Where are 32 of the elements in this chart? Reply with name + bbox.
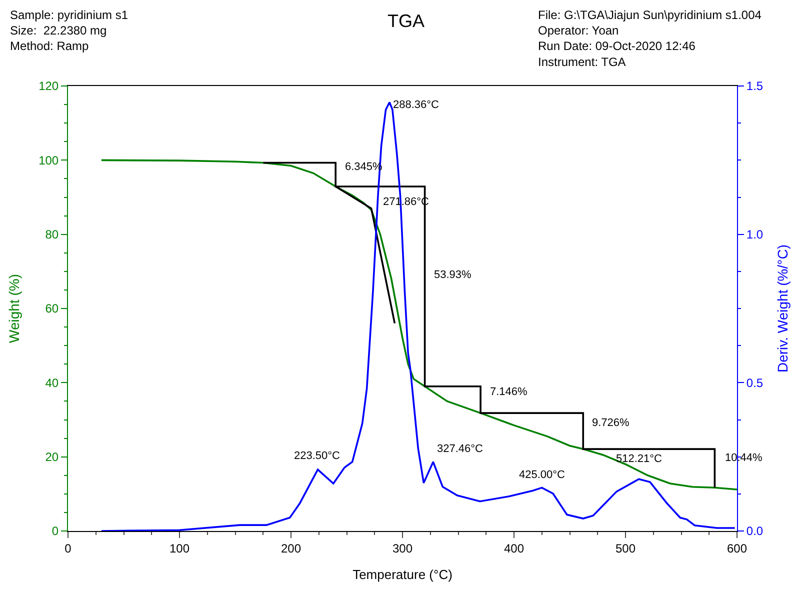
y-tick-label: 60 xyxy=(45,302,59,316)
x-tick-label: 500 xyxy=(615,541,636,556)
x-axis-title: Temperature (°C) xyxy=(352,567,452,582)
y-tick-label: 40 xyxy=(45,376,59,390)
y2-axis-title: Deriv. Weight (%/°C) xyxy=(774,244,791,372)
annotation: 53.93% xyxy=(434,269,472,281)
y2-tick-label: 1.0 xyxy=(746,228,764,242)
text: File: G:\TGA\Jiajun Sun\pyridinium s1.004 Operator: Yoan Run Date: 09-Oct-2020 12:46 Instrument: TGA xyxy=(538,8,762,69)
y2-tick-label: 0.0 xyxy=(746,524,764,538)
annotation: 223.50°C xyxy=(294,450,340,462)
annotation: 512.21°C xyxy=(616,453,662,465)
y-tick-label: 80 xyxy=(45,228,59,242)
y-tick-label: 20 xyxy=(45,450,59,464)
annotation: 288.36°C xyxy=(393,99,440,111)
y-tick-label: 0 xyxy=(52,524,59,538)
x-tick-label: 200 xyxy=(280,541,302,556)
x-tick-label: 100 xyxy=(169,541,190,556)
annotation: 425.00°C xyxy=(519,469,566,481)
chart-title: TGA xyxy=(387,11,425,32)
y-axis-title: Weight (%) xyxy=(6,274,22,343)
x-tick-label: 0 xyxy=(64,541,72,556)
annotation: 327.46°C xyxy=(437,443,484,455)
x-tick-label: 300 xyxy=(392,541,413,556)
x-tick-label: 400 xyxy=(504,541,524,556)
y-tick-label: 100 xyxy=(38,153,59,168)
x-tick-label: 600 xyxy=(726,541,748,556)
y2-tick-label: 0.5 xyxy=(746,376,764,390)
annotation: 9.726% xyxy=(592,417,630,429)
y2-tick-label: 1.5 xyxy=(746,79,764,94)
annotation: 7.146% xyxy=(490,386,528,398)
y-tick-label: 120 xyxy=(38,79,59,94)
text: Sample: pyridinium s1 Size: 22.2380 mg Method: Ramp xyxy=(10,8,128,54)
